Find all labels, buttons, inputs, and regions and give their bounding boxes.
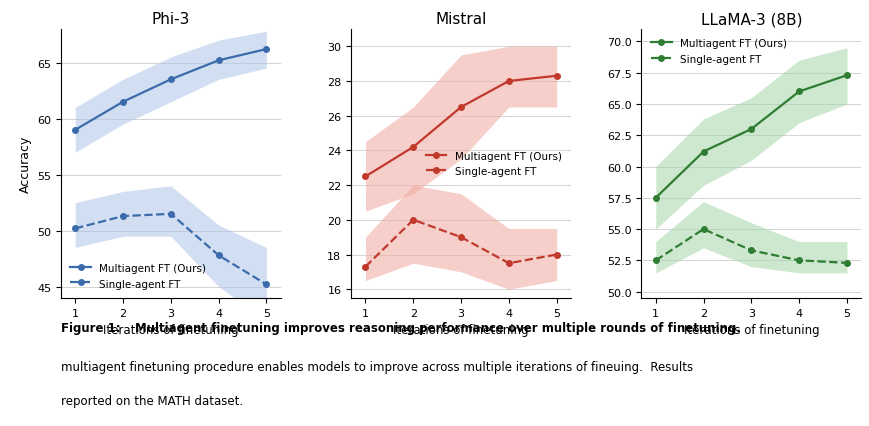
Single-agent FT (70, 226, 80, 231)
Line: Multiagent FT (Ours): Multiagent FT (Ours) (362, 74, 559, 180)
Single-agent FT (360, 265, 370, 270)
Single-agent FT (793, 258, 804, 263)
Title: Mistral: Mistral (434, 12, 487, 27)
X-axis label: Iterations of finetuning: Iterations of finetuning (103, 323, 238, 337)
Multiagent FT (Ours) (698, 150, 708, 155)
Single-agent FT (408, 218, 418, 223)
X-axis label: Iterations of finetuning: Iterations of finetuning (683, 323, 819, 337)
Legend: Multiagent FT (Ours), Single-agent FT: Multiagent FT (Ours), Single-agent FT (66, 259, 210, 293)
Single-agent FT (455, 235, 466, 240)
Multiagent FT (Ours) (455, 105, 466, 110)
Multiagent FT (Ours) (261, 47, 271, 52)
Text: Figure 1:: Figure 1: (61, 322, 124, 334)
Multiagent FT (Ours) (408, 145, 418, 150)
Multiagent FT (Ours) (746, 127, 756, 132)
Text: reported on the MATH dataset.: reported on the MATH dataset. (61, 394, 242, 407)
Single-agent FT (503, 261, 514, 266)
Multiagent FT (Ours) (551, 74, 561, 79)
Title: Phi-3: Phi-3 (151, 12, 189, 27)
Legend: Multiagent FT (Ours), Single-agent FT: Multiagent FT (Ours), Single-agent FT (646, 35, 790, 69)
Multiagent FT (Ours) (213, 58, 223, 63)
Title: LLaMA-3 (8B): LLaMA-3 (8B) (700, 12, 801, 27)
Y-axis label: Accuracy: Accuracy (18, 135, 31, 193)
Multiagent FT (Ours) (793, 90, 804, 95)
Multiagent FT (Ours) (360, 174, 370, 179)
Line: Single-agent FT: Single-agent FT (653, 227, 849, 266)
Single-agent FT (551, 252, 561, 257)
Line: Single-agent FT: Single-agent FT (72, 212, 269, 288)
Single-agent FT (746, 248, 756, 253)
Single-agent FT (841, 261, 852, 266)
Multiagent FT (Ours) (841, 73, 852, 78)
Line: Multiagent FT (Ours): Multiagent FT (Ours) (653, 73, 849, 201)
Multiagent FT (Ours) (650, 196, 660, 201)
Multiagent FT (Ours) (70, 128, 80, 133)
Single-agent FT (261, 282, 271, 287)
Line: Multiagent FT (Ours): Multiagent FT (Ours) (72, 47, 269, 133)
Single-agent FT (650, 258, 660, 263)
X-axis label: Iterations of finetuning: Iterations of finetuning (393, 323, 528, 337)
Single-agent FT (117, 214, 128, 219)
Multiagent FT (Ours) (503, 79, 514, 84)
Single-agent FT (213, 253, 223, 258)
Single-agent FT (165, 212, 176, 217)
Single-agent FT (698, 227, 708, 232)
Legend: Multiagent FT (Ours), Single-agent FT: Multiagent FT (Ours), Single-agent FT (421, 147, 565, 181)
Text: multiagent finetuning procedure enables models to improve across multiple iterat: multiagent finetuning procedure enables … (61, 360, 693, 373)
Multiagent FT (Ours) (165, 78, 176, 83)
Line: Single-agent FT: Single-agent FT (362, 218, 559, 270)
Text: Multiagent finetuning improves reasoning performance over multiple rounds of fin: Multiagent finetuning improves reasoning… (135, 322, 740, 334)
Multiagent FT (Ours) (117, 100, 128, 105)
